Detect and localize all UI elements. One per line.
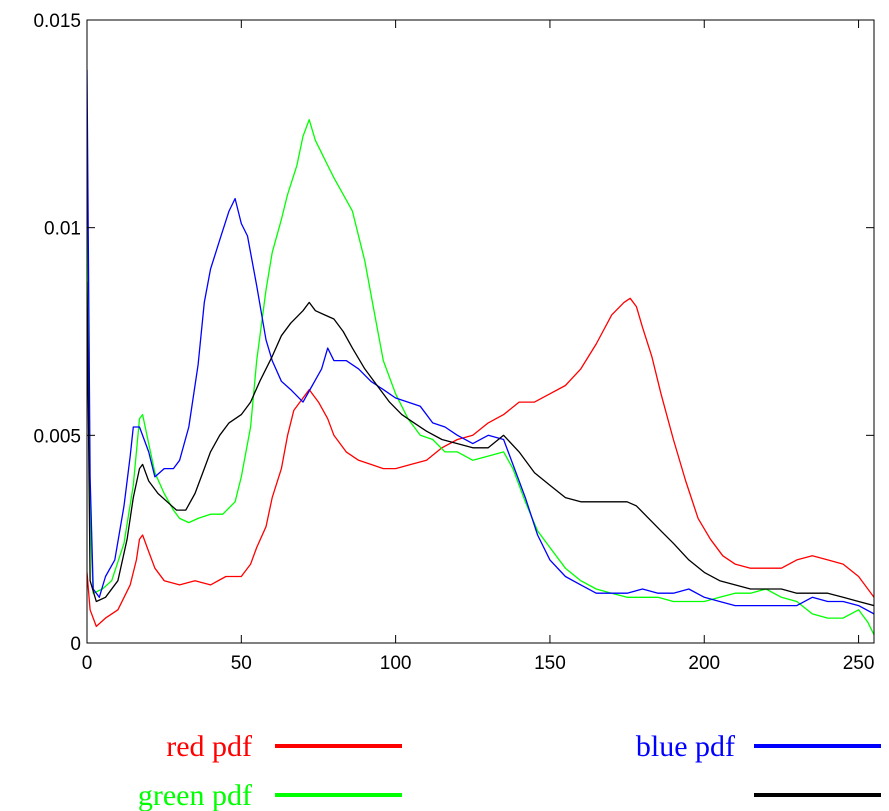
- series-line-3: [87, 281, 874, 607]
- legend-label: red pdf: [166, 730, 252, 763]
- plot-lines: [87, 69, 874, 635]
- series-line-2: [87, 69, 874, 615]
- y-tick-label: 0: [70, 634, 81, 655]
- x-tick-label: 250: [843, 653, 875, 674]
- plot-frame: [86, 19, 875, 644]
- legend: red pdf green pdf blue pdf: [138, 730, 881, 811]
- x-tick-label: 50: [231, 653, 252, 674]
- series-line-1: [87, 119, 874, 635]
- x-tick-label: 100: [380, 653, 412, 674]
- legend-label: green pdf: [138, 779, 252, 811]
- x-tick-label: 0: [82, 653, 93, 674]
- x-tick-label: 200: [688, 653, 720, 674]
- x-tick-label: 150: [534, 653, 566, 674]
- series-line-0: [87, 297, 874, 628]
- y-tick-label: 0.015: [33, 11, 81, 32]
- y-tick-label: 0.005: [33, 426, 81, 447]
- axis-ticks: 0 50 100 150 200 250 0 0.005 0.01 0.015: [33, 11, 874, 674]
- legend-label: blue pdf: [636, 730, 735, 763]
- y-tick-label: 0.01: [44, 219, 81, 240]
